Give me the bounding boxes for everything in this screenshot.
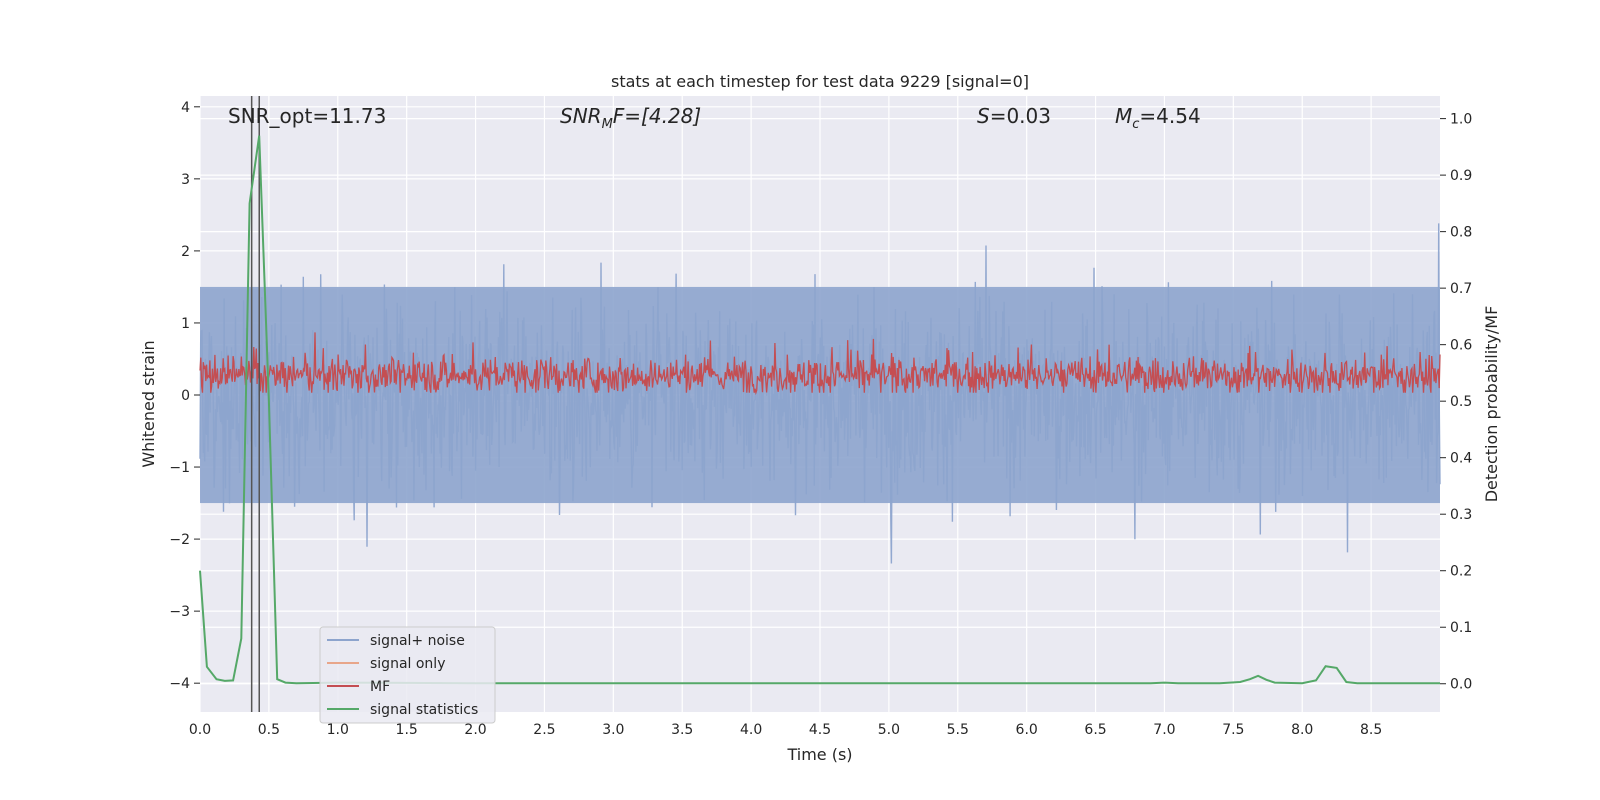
- annotation-snr-mf: SNRMF=[4.28]: [560, 104, 701, 132]
- y2-tick-label: 0.4: [1450, 451, 1472, 467]
- vlines: [250, 96, 260, 712]
- mf-series: [199, 332, 1441, 396]
- x-tick-label: 6.0: [1016, 722, 1038, 738]
- y2-tick-label: 0.7: [1450, 281, 1472, 297]
- y2-tick-label: 0.3: [1450, 507, 1472, 523]
- y-tick-label: 3: [181, 172, 190, 188]
- annotation-mc-main: M: [1115, 104, 1132, 128]
- annotation-s: S=0.03: [977, 104, 1051, 128]
- x-tick-label: 0.5: [258, 722, 280, 738]
- x-tick-label: 5.5: [947, 722, 969, 738]
- x-tick-label: 4.0: [740, 722, 762, 738]
- signal-noise-series: [199, 223, 1441, 564]
- x-tick-label: 3.0: [602, 722, 624, 738]
- x-tick-label: 1.5: [396, 722, 418, 738]
- x-tick-labels: 0.0 0.5 1.0 1.5 2.0 2.5 3.0 3.5 4.0 4.5 5.0 5.5 6.0 6…: [189, 722, 1382, 738]
- x-tick-label: 0.0: [189, 722, 211, 738]
- annotation-snr-mf-main: SNR: [560, 104, 602, 128]
- y2-tick-labels: 0.0 0.1 0.2 0.3 0.4 0.5 0.6 0.7 0.8 0.9 1.0: [1440, 112, 1472, 693]
- x-tick-label: 1.0: [327, 722, 349, 738]
- y2-tick-label: 0.2: [1450, 564, 1472, 580]
- x-tick-label: 7.0: [1153, 722, 1175, 738]
- x-tick-label: 7.5: [1222, 722, 1244, 738]
- y-tick-label: −2: [169, 532, 190, 548]
- legend-box: [319, 626, 496, 724]
- x-tick-label: 8.5: [1360, 722, 1382, 738]
- y-tick-label: −1: [169, 460, 190, 476]
- x-tick-label: 4.5: [809, 722, 831, 738]
- legend-label-signal-statistics: signal statistics: [370, 702, 478, 718]
- x-axis-label: Time (s): [786, 745, 852, 764]
- y-tick-label: −4: [169, 676, 190, 692]
- y-tick-labels: −4 −3 −2 −1 0 1 2 3 4: [169, 100, 200, 692]
- annotation-mc: Mc=4.54: [1115, 104, 1201, 132]
- legend-label-signal-noise: signal+ noise: [370, 633, 465, 649]
- legend-label-mf: MF: [370, 679, 390, 695]
- annotation-mc-rest: =4.54: [1139, 104, 1200, 128]
- y2-tick-label: 0.9: [1450, 168, 1472, 184]
- signal-statistics-series: [199, 135, 1440, 685]
- legend-label-signal-only: signal only: [370, 656, 445, 672]
- annotation-s-main: S: [977, 104, 990, 128]
- y2-tick-label: 0.8: [1450, 225, 1472, 241]
- y2-tick-label: 0.1: [1450, 620, 1472, 636]
- signal-noise-core-band: [200, 286, 1440, 504]
- y2-tick-label: 0.0: [1450, 677, 1472, 693]
- y-tick-label: 4: [181, 100, 190, 116]
- y2-axis-label: Detection probability/MF: [1482, 306, 1501, 503]
- y-tick-label: 2: [181, 244, 190, 260]
- y-tick-label: 1: [181, 316, 190, 332]
- annotation-mc-sub: c: [1132, 117, 1139, 132]
- signal-statistics-line: [199, 135, 1440, 685]
- x-tick-label: 8.0: [1291, 722, 1313, 738]
- y-tick-label: −3: [169, 604, 190, 620]
- x-tick-label: 2.0: [464, 722, 486, 738]
- x-tick-label: 3.5: [671, 722, 693, 738]
- annotation-snr-mf-sub: M: [602, 117, 613, 132]
- mf-line: [199, 332, 1441, 396]
- y2-tick-label: 0.5: [1450, 394, 1472, 410]
- y-axis-label: Whitened strain: [139, 340, 158, 467]
- annotation-snr-opt: SNR_opt=11.73: [228, 104, 386, 128]
- y-tick-label: 0: [181, 388, 190, 404]
- chart-title: stats at each timestep for test data 922…: [611, 72, 1029, 91]
- annotation-snr-mf-rest: F=[4.28]: [613, 104, 701, 128]
- x-tick-label: 6.5: [1084, 722, 1106, 738]
- y2-tick-label: 1.0: [1450, 112, 1472, 128]
- y2-tick-label: 0.6: [1450, 338, 1472, 354]
- annotation-s-rest: =0.03: [990, 104, 1051, 128]
- legend: signal+ noise signal only MF signal stat…: [319, 626, 496, 724]
- x-tick-label: 2.5: [533, 722, 555, 738]
- x-tick-label: 5.0: [878, 722, 900, 738]
